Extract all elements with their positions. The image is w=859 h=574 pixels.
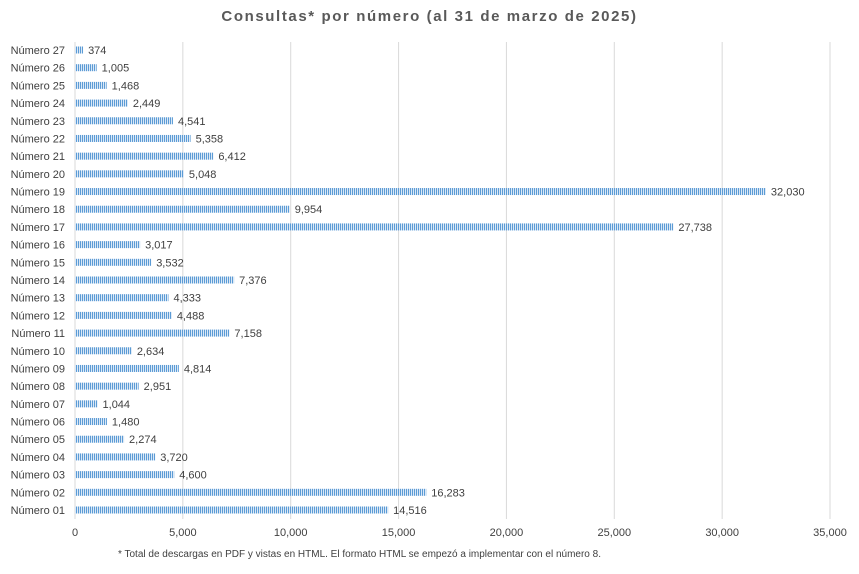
category-label: Número 07 — [11, 399, 65, 411]
data-label: 4,814 — [184, 363, 212, 375]
category-label: Número 23 — [11, 116, 65, 128]
data-label: 3,017 — [145, 240, 173, 252]
data-label: 2,274 — [129, 434, 157, 446]
bar — [75, 170, 184, 178]
bar — [75, 81, 107, 89]
bar — [75, 294, 169, 302]
bar — [75, 506, 389, 514]
x-tick-label: 30,000 — [705, 527, 739, 539]
category-label: Número 20 — [11, 169, 65, 181]
bar — [75, 453, 156, 461]
data-label: 5,048 — [189, 169, 217, 181]
bar — [75, 471, 175, 479]
data-label: 2,951 — [144, 381, 172, 393]
bar — [75, 99, 128, 107]
data-label: 1,044 — [103, 399, 131, 411]
category-label: Número 04 — [11, 452, 65, 464]
bar — [75, 435, 125, 443]
data-label: 3,720 — [160, 452, 188, 464]
category-label: Número 27 — [11, 45, 65, 57]
x-tick-label: 35,000 — [813, 527, 847, 539]
bar — [75, 134, 191, 142]
category-label: Número 03 — [11, 470, 65, 482]
data-label: 27,738 — [678, 222, 712, 234]
category-label: Número 08 — [11, 381, 65, 393]
data-label: 4,488 — [177, 310, 205, 322]
category-label: Número 18 — [11, 204, 65, 216]
data-label: 32,030 — [771, 187, 805, 199]
x-tick-label: 5,000 — [169, 527, 197, 539]
bar — [75, 329, 230, 337]
category-label: Número 12 — [11, 310, 65, 322]
category-label: Número 16 — [11, 240, 65, 252]
bar — [75, 152, 214, 160]
bar — [75, 276, 235, 284]
category-label: Número 26 — [11, 63, 65, 75]
bar — [75, 418, 107, 426]
bar — [75, 347, 132, 355]
x-tick-label: 20,000 — [490, 527, 524, 539]
data-label: 7,158 — [234, 328, 262, 340]
bar — [75, 117, 173, 125]
category-label: Número 19 — [11, 187, 65, 199]
bar — [75, 488, 427, 496]
x-tick-label: 0 — [72, 527, 78, 539]
data-label: 2,449 — [133, 98, 161, 110]
category-label: Número 01 — [11, 505, 65, 517]
data-label: 6,412 — [218, 151, 246, 163]
data-label: 4,600 — [179, 470, 207, 482]
data-label: 4,333 — [173, 293, 201, 305]
data-label: 5,358 — [196, 133, 224, 145]
data-label: 1,480 — [112, 417, 140, 429]
data-label: 3,532 — [156, 257, 184, 269]
category-label: Número 15 — [11, 257, 65, 269]
bar — [75, 311, 172, 319]
bar — [75, 188, 766, 196]
bar — [75, 382, 139, 390]
category-label: Número 05 — [11, 434, 65, 446]
data-label: 16,283 — [431, 487, 465, 499]
category-label: Número 24 — [11, 98, 65, 110]
x-tick-label: 15,000 — [382, 527, 416, 539]
data-label: 374 — [88, 45, 106, 57]
category-label: Número 21 — [11, 151, 65, 163]
data-label: 1,468 — [112, 80, 140, 92]
bar — [75, 205, 290, 213]
bar — [75, 46, 84, 54]
data-label: 9,954 — [295, 204, 323, 216]
bar — [75, 64, 97, 72]
x-tick-label: 10,000 — [274, 527, 308, 539]
data-label: 14,516 — [393, 505, 427, 517]
category-label: Número 13 — [11, 293, 65, 305]
chart-footnote: * Total de descargas en PDF y vistas en … — [118, 549, 601, 560]
category-label: Número 10 — [11, 346, 65, 358]
category-label: Número 02 — [11, 487, 65, 499]
bar — [75, 241, 141, 249]
category-label: Número 17 — [11, 222, 65, 234]
bar — [75, 400, 98, 408]
bar — [75, 223, 674, 231]
x-tick-label: 25,000 — [597, 527, 631, 539]
category-label: Número 06 — [11, 417, 65, 429]
bar — [75, 364, 179, 372]
category-label: Número 11 — [11, 328, 65, 340]
data-label: 7,376 — [239, 275, 267, 287]
category-label: Número 14 — [11, 275, 65, 287]
chart-title: Consultas* por número (al 31 de marzo de… — [221, 8, 638, 25]
category-label: Número 22 — [11, 133, 65, 145]
bar — [75, 258, 152, 266]
data-label: 2,634 — [137, 346, 165, 358]
category-label: Número 25 — [11, 80, 65, 92]
category-label: Número 09 — [11, 363, 65, 375]
data-label: 4,541 — [178, 116, 206, 128]
data-label: 1,005 — [102, 63, 130, 75]
